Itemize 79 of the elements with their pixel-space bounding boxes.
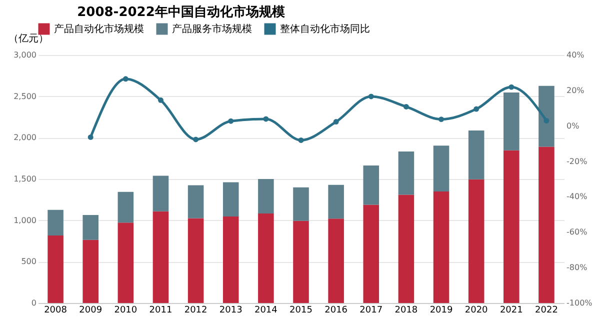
x-tick-label: 2021 [500,306,523,316]
point [368,94,374,100]
y-tick-label: 0 [31,298,36,308]
x-tick-label: 2022 [535,306,558,316]
bar [538,86,554,147]
y2-tick-label: -20% [566,156,588,166]
y-tick-label: 1,000 [14,216,36,225]
bar [152,176,169,212]
point [122,76,128,82]
x-tick-label: 2013 [219,306,242,316]
y-tick-label: 500 [21,257,36,266]
legend-label: 整体自动化市场同比 [280,23,370,35]
y2-tick-label: 40% [566,50,585,60]
bar [82,240,98,303]
y2-tick-label: 20% [566,86,585,95]
x-tick-label: 2016 [324,306,348,316]
x-tick-label: 2010 [114,306,138,316]
x-tick-label: 2011 [149,306,172,316]
bar [258,213,274,303]
point [438,116,444,122]
y2-tick-label: -80% [566,263,588,272]
bar [118,222,134,303]
point [158,97,164,103]
y-tick-label: 1,500 [14,174,36,184]
bar [118,192,134,223]
x-tick-label: 2018 [394,306,418,316]
y-tick-label: 3,000 [14,50,36,60]
point [508,84,514,90]
bar [328,218,344,303]
bar [222,216,239,303]
bar [433,146,450,192]
bar [468,179,484,303]
x-tick-label: 2019 [430,306,453,316]
bar [188,218,204,303]
x-tick-label: 2014 [254,306,278,316]
bar [293,187,309,221]
x-tick-label: 2017 [360,306,383,316]
point [298,137,304,143]
bar [222,182,239,216]
bar [152,211,169,303]
legend-label: 产品自动化市场规模 [54,23,144,35]
bar [363,165,380,205]
x-tick-label: 2009 [79,306,102,316]
point [403,104,409,110]
bar [293,220,309,303]
y2-tick-label: -100% [566,298,593,308]
bar [504,150,520,303]
point [474,106,480,112]
y2-tick-label: 0% [566,121,580,130]
bar [258,179,274,214]
point [228,118,234,124]
y-tick-label: 2,500 [14,92,36,101]
bar [188,185,204,218]
x-tick-label: 2008 [44,306,68,316]
bar [82,214,98,240]
point [263,116,269,122]
x-tick-label: 2020 [464,306,488,316]
bar [468,130,484,180]
bar [398,151,414,195]
bar [398,194,414,303]
y-axis-title: （亿元） [8,34,48,44]
x-tick-label: 2015 [290,306,312,316]
point [333,119,339,125]
point [193,136,199,142]
x-tick-label: 2012 [184,306,208,316]
y2-tick-label: -40% [566,192,588,202]
bar [504,92,520,150]
point [88,134,94,140]
y2-tick-label: -60% [566,228,588,237]
bar [433,191,450,303]
chart-title: 2008-2022年中国自动化市场规模 [77,4,285,20]
bar [48,235,64,303]
point [544,118,550,124]
bar [538,146,554,303]
y-tick-label: 2,000 [14,133,36,142]
bar [363,204,380,303]
legend-label: 产品服务市场规模 [172,23,252,35]
bar [48,210,64,236]
bar [328,184,344,219]
